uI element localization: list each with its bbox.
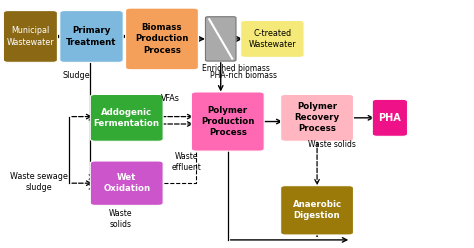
Text: PHA-rich biomass: PHA-rich biomass bbox=[210, 71, 276, 80]
FancyBboxPatch shape bbox=[281, 94, 354, 141]
Text: Primary
Treatment: Primary Treatment bbox=[66, 26, 117, 47]
Text: Addogenic
Fermentation: Addogenic Fermentation bbox=[94, 108, 160, 128]
Text: Polymer
Production
Process: Polymer Production Process bbox=[201, 106, 255, 137]
Text: Waste
solids: Waste solids bbox=[109, 209, 133, 229]
FancyBboxPatch shape bbox=[3, 11, 57, 62]
Text: VFAs: VFAs bbox=[161, 93, 180, 103]
Text: Enriched biomass: Enriched biomass bbox=[202, 64, 270, 73]
FancyBboxPatch shape bbox=[91, 161, 163, 205]
FancyBboxPatch shape bbox=[60, 11, 123, 62]
FancyBboxPatch shape bbox=[205, 17, 236, 61]
Text: PHA: PHA bbox=[379, 113, 401, 123]
Text: Polymer
Recovery
Process: Polymer Recovery Process bbox=[294, 102, 339, 133]
Text: Biomass
Production
Process: Biomass Production Process bbox=[135, 23, 189, 55]
Text: C-treated
Wastewater: C-treated Wastewater bbox=[248, 29, 296, 49]
Text: Sludge: Sludge bbox=[63, 71, 90, 80]
FancyBboxPatch shape bbox=[281, 186, 354, 235]
FancyBboxPatch shape bbox=[191, 92, 264, 151]
Text: Wet
Oxidation: Wet Oxidation bbox=[103, 173, 150, 193]
Text: Waste sewage
sludge: Waste sewage sludge bbox=[9, 172, 68, 192]
FancyBboxPatch shape bbox=[372, 99, 408, 136]
FancyBboxPatch shape bbox=[126, 8, 199, 70]
FancyBboxPatch shape bbox=[91, 94, 163, 141]
Text: Municipal
Wastewater: Municipal Wastewater bbox=[7, 26, 54, 47]
Text: Waste solids: Waste solids bbox=[309, 140, 356, 150]
FancyBboxPatch shape bbox=[241, 20, 304, 58]
Text: Anaerobic
Digestion: Anaerobic Digestion bbox=[292, 200, 342, 220]
Text: Waste
effluent: Waste effluent bbox=[172, 152, 201, 172]
